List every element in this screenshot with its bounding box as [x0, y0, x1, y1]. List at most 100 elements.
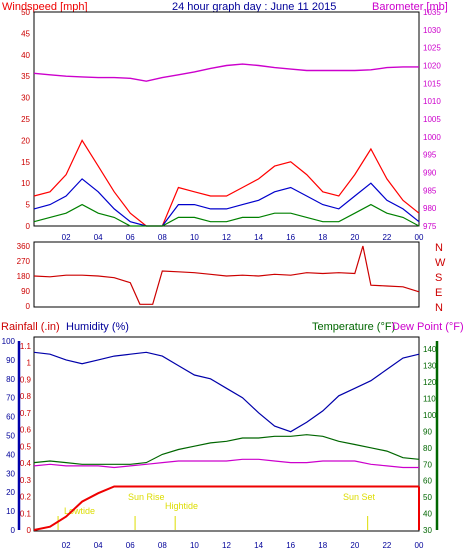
time-x-tick-label: 02	[62, 233, 71, 242]
rainfall-y-tick-label: 0.2	[20, 493, 32, 502]
rainfall-y-tick-label: 0.4	[20, 459, 32, 468]
rainfall-y-tick-label: 1	[27, 359, 32, 368]
time-x-tick-label-bottom: 22	[382, 541, 391, 550]
temperature-y-tick-label: 50	[423, 493, 432, 502]
time-x-tick-label: 20	[350, 233, 359, 242]
compass-y-tick-label: W	[435, 257, 446, 269]
dewpoint-series	[33, 458, 419, 469]
humidity-y-tick-label: 0	[11, 526, 16, 535]
barometer-y-tick-label: 975	[423, 222, 437, 231]
rainfall-y-tick-label: 0.8	[20, 392, 32, 401]
wind-y-tick-label: 25	[21, 115, 30, 124]
barometer-y-tick-label: 1025	[423, 44, 441, 53]
time-x-tick-label-bottom: 06	[126, 541, 135, 550]
wind-direction-series	[33, 245, 420, 305]
rainfall-y-tick-label: 0.3	[20, 476, 32, 485]
time-x-tick-label-bottom: 00	[415, 541, 424, 550]
wind-y-tick-label: 45	[21, 29, 30, 38]
time-x-tick-label: 16	[286, 233, 295, 242]
time-x-tick-label-bottom: 14	[254, 541, 263, 550]
dewpoint-axis-title: Dew Point (°F)	[392, 321, 464, 333]
temperature-y-tick-label: 60	[423, 477, 432, 486]
temperature-y-tick-label: 70	[423, 460, 432, 469]
time-x-tick-label: 12	[222, 233, 231, 242]
wind-y-tick-label: 40	[21, 51, 30, 60]
rainfall-y-tick-label: 0	[27, 526, 32, 535]
barometer-y-tick-label: 1020	[423, 62, 441, 71]
rainfall-y-tick-label: 0.5	[20, 442, 32, 451]
wind-y-tick-label: 5	[26, 201, 31, 210]
temperature-y-tick-label: 120	[423, 378, 437, 387]
temperature-y-tick-label: 30	[423, 526, 432, 535]
humidity-axis-title: Humidity (%)	[66, 321, 129, 333]
direction-y-tick-label: 270	[17, 257, 31, 266]
rainfall-y-tick-label: 0.1	[20, 509, 32, 518]
rainfall-y-tick-label: 0.6	[20, 426, 32, 435]
compass-y-tick-label: S	[435, 272, 442, 284]
barometer-y-tick-label: 1005	[423, 115, 441, 124]
barometer-y-tick-label: 1015	[423, 79, 441, 88]
wind-y-tick-label: 35	[21, 72, 30, 81]
wind-y-tick-label: 15	[21, 158, 30, 167]
humidity-y-tick-label: 90	[6, 356, 15, 365]
direction-y-tick-label: 90	[21, 287, 30, 296]
time-x-tick-label-bottom: 20	[350, 541, 359, 550]
chart-title: 24 hour graph day : June 11 2015	[172, 1, 336, 13]
barometer-y-tick-label: 990	[423, 169, 437, 178]
wind-plot-frame	[33, 11, 420, 227]
humidity-series	[33, 351, 420, 433]
barometer-y-tick-label: 985	[423, 186, 437, 195]
wind-y-tick-label: 20	[21, 136, 30, 145]
time-x-tick-label: 10	[190, 233, 199, 242]
time-x-tick-label-bottom: 02	[62, 541, 71, 550]
rainfall-axis-title: Rainfall (.in)	[1, 321, 60, 333]
temperature-y-tick-label: 90	[423, 427, 432, 436]
rainfall-series	[33, 485, 419, 531]
time-x-tick-label: 08	[158, 233, 167, 242]
temperature-y-tick-label: 140	[423, 345, 437, 354]
barometer-y-tick-label: 1030	[423, 26, 441, 35]
time-x-tick-label: 22	[382, 233, 391, 242]
temperature-series	[33, 434, 420, 465]
wind-y-tick-label: 10	[21, 179, 30, 188]
humidity-y-tick-label: 60	[6, 413, 15, 422]
barometer-y-tick-label: 1010	[423, 97, 441, 106]
compass-y-tick-label: E	[435, 287, 442, 299]
wind-low-series	[33, 203, 420, 227]
temperature-axis-title: Temperature (°F)	[312, 321, 395, 333]
rainfall-y-tick-label: 0.9	[20, 375, 32, 384]
wind-y-tick-label: 0	[26, 222, 31, 231]
wind-average-series	[33, 178, 420, 227]
humidity-y-tick-label: 20	[6, 488, 15, 497]
compass-y-tick-label: N	[435, 242, 443, 254]
barometer-y-tick-label: 1000	[423, 133, 441, 142]
time-x-tick-label-bottom: 18	[318, 541, 327, 550]
humidity-y-tick-label: 30	[6, 469, 15, 478]
time-x-tick-label: 06	[126, 233, 135, 242]
barometer-y-tick-label: 1035	[423, 8, 441, 17]
barometer-series	[33, 63, 419, 82]
temperature-y-tick-label: 130	[423, 362, 437, 371]
temperature-y-tick-label: 110	[423, 395, 436, 404]
rainfall-y-tick-label: 1.1	[20, 342, 32, 351]
barometer-y-tick-label: 980	[423, 204, 437, 213]
rainfall-y-tick-label: 0.7	[20, 409, 32, 418]
sunset-label: Sun Set	[343, 492, 376, 502]
time-x-tick-label: 00	[415, 233, 424, 242]
time-x-tick-label: 04	[94, 233, 103, 242]
climate-plot-frame	[33, 336, 420, 532]
humidity-y-tick-label: 80	[6, 375, 15, 384]
time-x-tick-label: 14	[254, 233, 263, 242]
wind-y-tick-label: 50	[21, 8, 30, 17]
humidity-y-tick-label: 10	[6, 507, 15, 516]
time-x-tick-label: 18	[318, 233, 327, 242]
barometer-y-tick-label: 995	[423, 151, 437, 160]
direction-plot-frame	[33, 241, 420, 308]
time-x-tick-label-bottom: 16	[286, 541, 295, 550]
temperature-y-tick-label: 100	[423, 411, 437, 420]
humidity-y-tick-label: 50	[6, 432, 15, 441]
time-x-tick-label-bottom: 04	[94, 541, 103, 550]
temperature-y-tick-label: 80	[423, 444, 432, 453]
humidity-y-tick-label: 100	[2, 337, 16, 346]
